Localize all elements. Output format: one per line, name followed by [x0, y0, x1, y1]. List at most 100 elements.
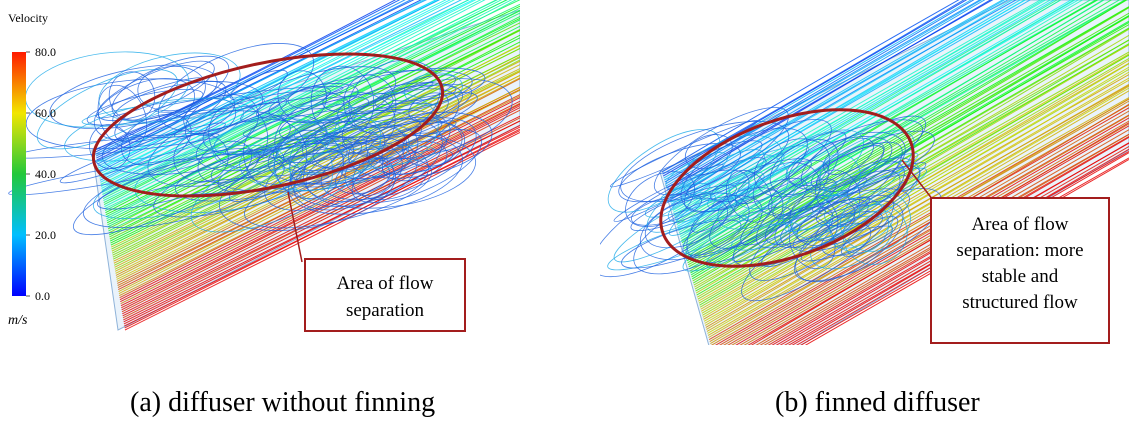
vortex — [289, 135, 333, 201]
streamline — [708, 97, 1129, 338]
streamline — [104, 0, 513, 208]
streamline — [685, 0, 1128, 258]
streamline — [723, 110, 1129, 345]
vortex — [644, 197, 728, 249]
streamline — [671, 0, 1027, 209]
vortex — [173, 102, 281, 138]
streamline — [759, 133, 1129, 345]
vortex — [174, 146, 344, 202]
streamline — [120, 103, 520, 307]
vortex — [819, 153, 861, 196]
streamline — [670, 0, 1021, 205]
vortex — [768, 115, 927, 215]
vortex — [173, 133, 229, 183]
vortex — [229, 69, 288, 101]
streamline — [121, 107, 520, 311]
callout-line — [287, 191, 303, 263]
streamline — [674, 0, 1056, 219]
streamline — [691, 21, 1129, 280]
streamline — [103, 0, 520, 206]
streamline — [109, 37, 520, 242]
streamline — [787, 150, 1129, 345]
vortex — [256, 87, 331, 119]
streamline — [123, 124, 520, 325]
streamline — [707, 90, 1129, 336]
separation-ellipse — [91, 52, 445, 198]
streamline — [706, 85, 1129, 332]
vortex — [320, 117, 477, 200]
colorbar-ticks: 80.0 60.0 40.0 20.0 0.0 — [26, 45, 56, 303]
vortex — [36, 69, 178, 150]
vortex — [821, 222, 872, 257]
annotation-line: Area of flow — [971, 214, 1068, 235]
streamline — [707, 87, 1129, 334]
streamline — [699, 54, 1129, 306]
legend-unit: m/s — [8, 313, 28, 328]
vortex — [653, 107, 789, 196]
streamline — [779, 142, 1129, 345]
streamline — [751, 122, 1129, 345]
streamline — [104, 3, 520, 212]
streamline — [710, 98, 1129, 344]
vortex — [253, 136, 373, 159]
streamline — [98, 0, 447, 175]
vortex — [108, 71, 156, 121]
vortex — [49, 64, 218, 130]
vortex — [312, 136, 355, 169]
streamline — [783, 146, 1129, 345]
streamline — [106, 9, 520, 222]
vortex — [282, 92, 478, 163]
streamline — [698, 53, 1129, 302]
streamline — [124, 130, 520, 327]
tick-label: 20.0 — [35, 228, 56, 242]
streamline — [763, 133, 1129, 345]
streamline — [123, 126, 520, 323]
vortex — [195, 114, 327, 172]
vortex — [101, 110, 291, 175]
streamline — [804, 159, 1129, 345]
vortex — [72, 148, 260, 236]
streamline — [665, 0, 981, 185]
vortex — [840, 190, 911, 252]
streamline — [670, 0, 1026, 203]
vortex — [630, 184, 737, 231]
streamline — [101, 0, 477, 189]
vortex — [639, 192, 750, 261]
vortex — [120, 114, 192, 166]
streamline — [697, 51, 1129, 300]
streamline — [672, 0, 1042, 211]
streamline — [699, 57, 1129, 308]
streamline — [800, 157, 1129, 345]
caption: (a) diffuser without finning — [130, 387, 435, 418]
vortex — [86, 89, 204, 126]
streamline — [96, 0, 415, 159]
vortex — [607, 129, 721, 213]
streamline — [755, 129, 1129, 345]
streamline — [116, 74, 520, 280]
streamline — [675, 0, 1058, 223]
vortex — [789, 215, 836, 270]
vortex — [625, 171, 695, 228]
vortex — [282, 145, 436, 174]
vortex — [769, 139, 839, 195]
tick-label: 60.0 — [35, 106, 56, 120]
vortex — [822, 137, 874, 175]
vortex — [343, 74, 397, 133]
separation-ellipse — [659, 108, 915, 268]
vortex — [740, 145, 885, 246]
streamline — [665, 0, 986, 187]
streamline — [689, 16, 1129, 272]
vortex — [153, 135, 362, 218]
annotation-box — [304, 258, 466, 332]
vortex — [381, 140, 448, 182]
streamline — [99, 0, 451, 179]
streamline — [702, 68, 1129, 316]
vortex — [89, 124, 131, 170]
vortex — [383, 84, 457, 102]
annotation: Area of flow separation: more stable and st… — [956, 214, 1083, 313]
vortex — [59, 122, 226, 184]
vortex — [190, 126, 381, 233]
streamline — [113, 59, 520, 266]
vortex — [197, 140, 253, 183]
vortex — [334, 92, 439, 168]
